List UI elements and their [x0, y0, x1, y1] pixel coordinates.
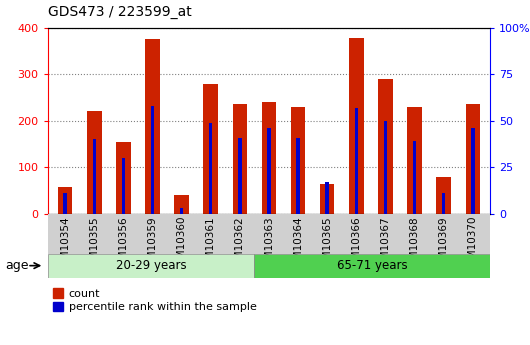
Bar	[413, 141, 416, 214]
Text: 65-71 years: 65-71 years	[337, 259, 408, 272]
Bar	[209, 122, 213, 214]
Bar	[122, 158, 125, 214]
Bar	[325, 182, 329, 214]
Bar	[145, 39, 160, 214]
Text: GSM10360: GSM10360	[176, 216, 187, 273]
Bar	[254, 254, 490, 278]
Bar	[238, 138, 242, 214]
Text: GSM10366: GSM10366	[351, 216, 361, 273]
Bar	[349, 38, 364, 214]
Text: GSM10369: GSM10369	[439, 216, 449, 273]
Bar	[116, 142, 131, 214]
Text: 20-29 years: 20-29 years	[116, 259, 186, 272]
Bar	[180, 208, 183, 214]
Bar	[378, 79, 393, 214]
Bar	[233, 105, 247, 214]
Bar	[407, 107, 422, 214]
Bar	[291, 107, 305, 214]
Bar	[58, 187, 73, 214]
Text: GSM10367: GSM10367	[381, 216, 391, 273]
Bar	[262, 102, 276, 214]
Bar	[436, 177, 451, 214]
Text: GSM10355: GSM10355	[89, 216, 99, 273]
Bar	[174, 195, 189, 214]
Bar	[48, 254, 254, 278]
Text: age: age	[5, 259, 29, 272]
Legend: count, percentile rank within the sample: count, percentile rank within the sample	[53, 288, 257, 312]
Text: GSM10359: GSM10359	[147, 216, 157, 273]
Bar	[384, 121, 387, 214]
Text: GSM10361: GSM10361	[206, 216, 216, 273]
Bar	[471, 128, 474, 214]
Bar	[151, 106, 154, 214]
Bar	[442, 194, 445, 214]
Bar	[355, 108, 358, 214]
Text: GSM10356: GSM10356	[118, 216, 128, 273]
Text: GSM10368: GSM10368	[410, 216, 420, 273]
Bar	[267, 128, 271, 214]
Text: GSM10362: GSM10362	[235, 216, 245, 273]
Text: GSM10370: GSM10370	[468, 216, 478, 273]
Text: GSM10354: GSM10354	[60, 216, 70, 273]
Bar	[64, 194, 67, 214]
Bar	[204, 85, 218, 214]
Text: GSM10364: GSM10364	[293, 216, 303, 273]
Text: GSM10365: GSM10365	[322, 216, 332, 273]
Bar	[93, 139, 96, 214]
Bar	[87, 110, 102, 214]
Text: GDS473 / 223599_at: GDS473 / 223599_at	[48, 5, 191, 19]
Bar	[296, 138, 300, 214]
Bar	[465, 105, 480, 214]
Text: GSM10363: GSM10363	[264, 216, 274, 273]
Bar	[320, 184, 334, 214]
